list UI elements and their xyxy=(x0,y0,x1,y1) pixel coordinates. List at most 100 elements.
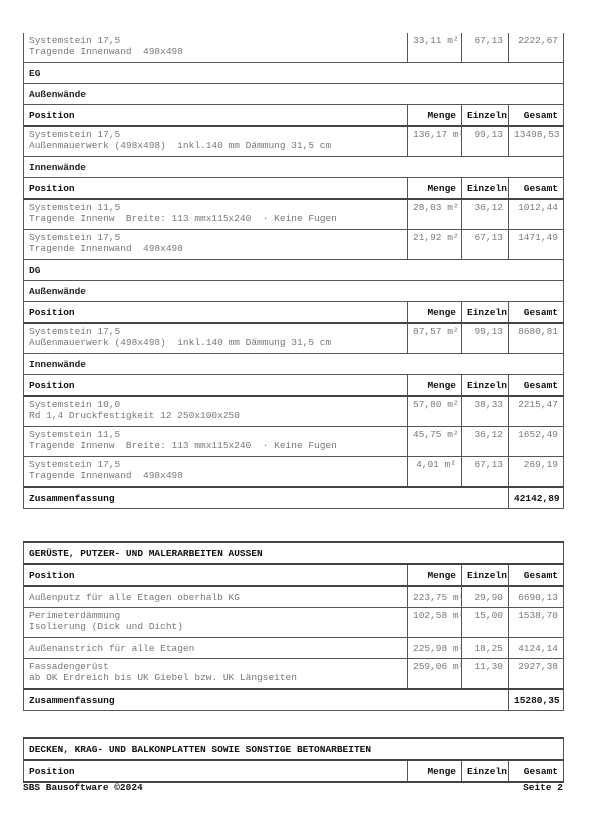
summary-label: Zusammenfassung xyxy=(23,486,509,509)
header-menge: Menge xyxy=(407,177,462,200)
item-name: Systemstein 11,5 xyxy=(29,202,121,213)
item-detail: ab OK Erdreich bis UK Giebel bzw. UK Län… xyxy=(29,672,297,683)
item-einzeln: 15,00 xyxy=(461,607,509,638)
item-name: Systemstein 10,0 xyxy=(29,399,121,410)
item-name: Systemstein 11,5 xyxy=(29,429,121,440)
header-einzeln: Einzeln xyxy=(461,759,509,783)
table-row: Systemstein 10,0 Rd 1,4 Druckfestigkeit 1… xyxy=(23,395,564,427)
summary-row: Zusammenfassung 42142,89 xyxy=(23,486,564,509)
item-description: Systemstein 17,5 Tragende Innenwand 498x4… xyxy=(23,456,408,488)
item-gesamt: 1012,44 xyxy=(508,198,564,230)
header-einzeln: Einzeln xyxy=(461,177,509,200)
group-heading-dg_aussen-label: Außenwände xyxy=(23,280,564,302)
header-position: Position xyxy=(23,301,408,324)
header-einzeln: Einzeln xyxy=(461,301,509,324)
header-gesamt: Gesamt xyxy=(508,301,564,324)
header-gesamt: Gesamt xyxy=(508,104,564,127)
item-gesamt: 6690,13 xyxy=(508,585,564,608)
header-position: Position xyxy=(23,177,408,200)
floor-heading-eg: EG xyxy=(23,62,564,84)
header-position: Position xyxy=(23,759,408,783)
item-gesamt: 8680,81 xyxy=(508,322,564,354)
table-row: Systemstein 17,5 Tragende Innenwand 498x4… xyxy=(23,456,564,488)
item-name: Systemstein 17,5 xyxy=(29,459,121,470)
item-menge: 21,92 m² xyxy=(407,229,462,260)
table-row: Systemstein 17,5 Außenmauerwerk (498x498)… xyxy=(23,322,564,354)
floor-heading-dg-label: DG xyxy=(23,259,564,281)
header-menge: Menge xyxy=(407,374,462,397)
section-title-label: DECKEN, KRAG- UND BALKONPLATTEN SOWIE SO… xyxy=(23,737,564,761)
header-einzeln: Einzeln xyxy=(461,374,509,397)
item-name: Systemstein 17,5 xyxy=(29,326,121,337)
item-description: Systemstein 17,5 Tragende Innenwand 498x4… xyxy=(23,33,408,63)
table-row: Außenputz für alle Etagen oberhalb KG 223… xyxy=(23,585,564,608)
summary-label: Zusammenfassung xyxy=(23,688,509,711)
table-row: Systemstein 17,5 Außenmauerwerk (498x498)… xyxy=(23,125,564,157)
summary-total: 42142,89 xyxy=(508,486,564,509)
cost-table-walls: Systemstein 17,5 Tragende Innenwand 498x4… xyxy=(23,33,564,509)
header-position: Position xyxy=(23,104,408,127)
header-einzeln: Einzeln xyxy=(461,563,509,587)
item-detail: Außenmauerwerk (498x498) inkl.140 mm Däm… xyxy=(29,337,332,348)
group-heading-dg_innen: Innenwände xyxy=(23,353,564,375)
table-row: Systemstein 11,5 Tragende Innenw Breite: … xyxy=(23,198,564,230)
group-heading-eg_aussen: Außenwände xyxy=(23,83,564,105)
section-title-label: GERÜSTE, PUTZER- UND MALERARBEITEN AUSSE… xyxy=(23,541,564,565)
header-menge: Menge xyxy=(407,563,462,587)
item-name: Außenanstrich für alle Etagen xyxy=(29,642,195,654)
item-detail: Tragende Innenwand 498x498 xyxy=(29,470,183,481)
item-einzeln: 67,13 xyxy=(461,229,509,260)
footer-page-number: Seite 2 xyxy=(523,782,563,793)
item-menge: 87,57 m² xyxy=(407,322,462,354)
header-menge: Menge xyxy=(407,759,462,783)
item-detail: Außenmauerwerk (498x498) inkl.140 mm Däm… xyxy=(29,140,332,151)
item-einzeln: 67,13 xyxy=(461,33,509,63)
footer-copyright: SBS Bausoftware ©2024 xyxy=(23,782,143,793)
table-row: Systemstein 17,5 Tragende Innenwand 498x4… xyxy=(23,33,564,63)
header-einzeln: Einzeln xyxy=(461,104,509,127)
item-description: Systemstein 17,5 Tragende Innenwand 498x4… xyxy=(23,229,408,260)
floor-heading-eg-label: EG xyxy=(23,62,564,84)
column-header-row: Position Menge Einzeln Gesamt xyxy=(23,563,564,587)
column-header-row: Position Menge Einzeln Gesamt xyxy=(23,759,564,783)
item-gesamt: 1652,49 xyxy=(508,426,564,457)
item-gesamt: 269,19 xyxy=(508,456,564,488)
item-menge: 33,11 m² xyxy=(407,33,462,63)
item-einzeln: 36,12 xyxy=(461,426,509,457)
item-description: Systemstein 17,5 Außenmauerwerk (498x498)… xyxy=(23,322,408,354)
item-gesamt: 13498,53 xyxy=(508,125,564,157)
item-einzeln: 99,13 xyxy=(461,125,509,157)
table-row: Fassadengerüst ab OK Erdreich bis UK Gieb… xyxy=(23,658,564,690)
item-gesamt: 1471,49 xyxy=(508,229,564,260)
item-einzeln: 18,25 xyxy=(461,637,509,659)
item-description: Systemstein 11,5 Tragende Innenw Breite: … xyxy=(23,426,408,457)
item-name: Fassadengerüst xyxy=(29,661,109,672)
item-gesamt: 2222,67 xyxy=(508,33,564,63)
item-menge: 136,17 m² xyxy=(407,125,462,157)
table-row: Außenanstrich für alle Etagen 225,98 m² 18… xyxy=(23,637,564,659)
item-einzeln: 29,90 xyxy=(461,585,509,608)
item-detail: Tragende Innenwand 498x498 xyxy=(29,243,183,254)
item-detail: Tragende Innenw Breite: 113 mmx115x240 ·… xyxy=(29,440,337,451)
item-description: Außenputz für alle Etagen oberhalb KG xyxy=(23,585,408,608)
item-name: Außenputz für alle Etagen oberhalb KG xyxy=(29,591,240,603)
item-menge: 225,98 m² xyxy=(407,637,462,659)
item-description: Systemstein 17,5 Außenmauerwerk (498x498)… xyxy=(23,125,408,157)
summary-total: 15280,35 xyxy=(508,688,564,711)
item-einzeln: 67,13 xyxy=(461,456,509,488)
group-heading-eg_innen-label: Innenwände xyxy=(23,156,564,178)
group-heading-eg_aussen-label: Außenwände xyxy=(23,83,564,105)
cost-table-scaffolding-plaster-paint: GERÜSTE, PUTZER- UND MALERARBEITEN AUSSE… xyxy=(23,541,564,711)
item-name: Systemstein 17,5 xyxy=(29,232,121,243)
header-gesamt: Gesamt xyxy=(508,374,564,397)
item-detail: Rd 1,4 Druckfestigkeit 12 250x100x250 xyxy=(29,410,240,421)
column-header-row: Position Menge Einzeln Gesamt xyxy=(23,301,564,324)
item-menge: 28,03 m² xyxy=(407,198,462,230)
header-menge: Menge xyxy=(407,301,462,324)
item-description: Perimeterdämmung Isolierung (Dick und Dic… xyxy=(23,607,408,638)
header-position: Position xyxy=(23,563,408,587)
table-row: Systemstein 11,5 Tragende Innenw Breite: … xyxy=(23,426,564,457)
header-gesamt: Gesamt xyxy=(508,177,564,200)
item-detail: Isolierung (Dick und Dicht) xyxy=(29,621,183,632)
item-menge: 259,06 m² xyxy=(407,658,462,690)
